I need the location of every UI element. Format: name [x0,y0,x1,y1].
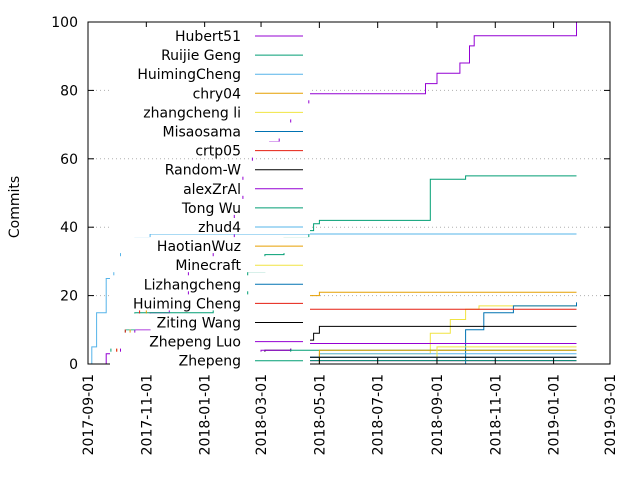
y-tick-label: 40 [60,220,78,236]
legend: Hubert51 Ruijie Geng HuimingCheng chry04 zha… [110,27,310,370]
legend-label: HuimingCheng [137,67,241,83]
legend-entry-background [110,65,310,82]
legend-entry-background [110,84,310,101]
legend-entry-background [110,103,310,120]
x-tick-label: 2019-01-01 [547,374,563,455]
legend-label: HaotianWuz [157,239,241,255]
legend-label: Zhepeng Luo [149,335,241,351]
legend-label: Tong Wu [181,201,241,217]
legend-entry-background [110,46,310,63]
y-tick-label: 60 [60,152,78,168]
grid-layer [88,89,610,297]
x-tick-label: 2018-03-01 [254,374,270,455]
x-tick-label: 2018-09-01 [430,374,446,455]
legend-entry-background [110,351,310,368]
legend-label: Ruijie Geng [161,48,241,64]
y-tick-label: 20 [60,289,78,305]
series-line-4 [290,302,577,365]
legend-entry-background [110,275,310,292]
legend-entry-background [110,122,310,139]
x-tick-label: 2018-11-01 [488,374,504,455]
axis-layer: 0 20 40 60 80 100 2017-09-01 2017-11-01 2018-01-… [51,15,619,455]
x-tick-label: 2018-05-01 [312,374,328,455]
legend-entry-background [110,313,310,330]
legend-label: Minecraft [175,258,241,274]
x-tick-label: 2017-09-01 [81,374,97,455]
legend-entry-background [110,141,310,158]
series-line-5 [290,302,577,365]
legend-label: alexZrAl [183,182,241,198]
legend-label: Misaosama [163,125,242,141]
x-tick-label: 2019-03-01 [603,374,619,455]
legend-label: zhud4 [198,220,241,236]
legend-entry-background [110,198,310,215]
legend-label: Zhepeng [179,354,241,370]
y-axis-title: Commits [7,176,23,238]
legend-entry-background [110,218,310,234]
legend-entry-background [110,256,310,273]
legend-label: Lizhangcheng [144,277,241,293]
legend-entry-background [110,179,310,196]
y-tick-label: 80 [60,83,78,99]
legend-entry-background [110,294,310,311]
legend-entry-background [110,160,310,177]
x-tick-label: 2018-01-01 [198,374,214,455]
plot-frame [87,21,611,365]
legend-entry-background [110,237,310,254]
legend-label: Huiming Cheng [133,296,241,312]
legend-label: Random-W [165,163,241,179]
legend-label: Hubert51 [175,29,241,45]
legend-entry-background [110,27,310,43]
x-tick-label: 2018-07-01 [371,374,387,455]
x-tick-label: 2017-11-01 [139,374,155,455]
y-tick-label: 0 [69,357,78,373]
legend-label: Ziting Wang [157,316,241,332]
series-line-1 [96,175,577,365]
y-tick-label: 100 [51,15,78,31]
legend-label: chry04 [193,86,242,102]
legend-entry-background [110,332,310,349]
legend-label: crtp05 [195,144,241,160]
legend-label: zhangcheng li [143,105,241,121]
